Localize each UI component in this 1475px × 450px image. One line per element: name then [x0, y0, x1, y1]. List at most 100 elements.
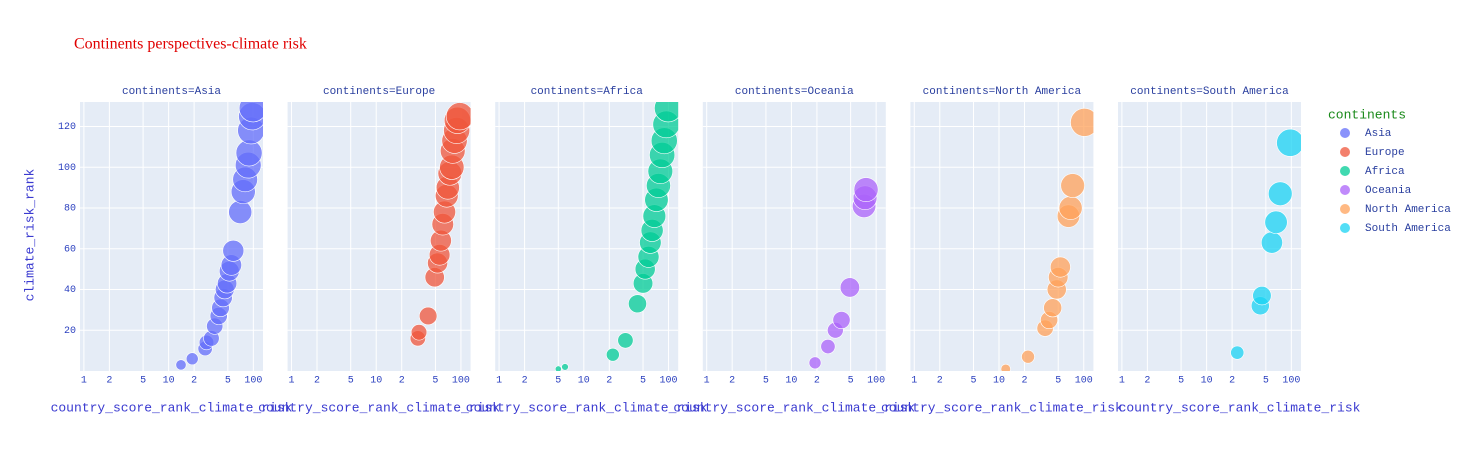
x-tick-label: 1: [288, 376, 294, 387]
bubble: [445, 102, 471, 131]
x-tick-label: 5: [970, 376, 976, 387]
x-axis-title: country_score_rank_climate_risk: [881, 400, 1123, 415]
bubble: [1043, 298, 1063, 318]
bubble: [606, 347, 620, 362]
x-tick-label: 2: [814, 376, 820, 387]
bubble: [1264, 210, 1288, 234]
legend-label: Oceania: [1365, 185, 1412, 197]
x-tick-label: 10: [993, 376, 1005, 387]
x-tick-label: 5: [140, 376, 146, 387]
x-tick-label: 5: [555, 376, 561, 387]
x-axis-title: country_score_rank_climate_risk: [1119, 400, 1361, 415]
plot-area: [80, 102, 263, 371]
bubble: [1276, 128, 1301, 157]
bubble: [1058, 196, 1083, 220]
y-tick-label: 100: [58, 163, 76, 174]
bubble: [175, 359, 187, 371]
x-tick-label: 2: [399, 376, 405, 387]
x-tick-label: 10: [1201, 376, 1213, 387]
facet-title: continents=North America: [923, 86, 1082, 98]
bubble: [228, 200, 253, 224]
x-tick-label: 2: [1022, 376, 1028, 387]
x-tick-label: 100: [867, 376, 885, 387]
bubble: [222, 239, 245, 262]
bubble: [1070, 108, 1094, 137]
x-tick-label: 2: [1229, 376, 1235, 387]
x-tick-label: 10: [370, 376, 382, 387]
x-tick-label: 100: [1282, 376, 1300, 387]
bubble: [820, 339, 836, 355]
plot-area: [910, 102, 1094, 371]
bubble: [1260, 231, 1283, 254]
bubble: [418, 306, 438, 326]
legend-label: Africa: [1365, 166, 1405, 178]
y-tick-label: 80: [64, 204, 76, 215]
x-tick-label: 1: [911, 376, 917, 387]
facet-title: continents=Asia: [122, 86, 221, 98]
x-tick-label: 10: [785, 376, 797, 387]
legend-label: North America: [1365, 204, 1451, 216]
bubble: [839, 277, 860, 298]
x-tick-label: 10: [163, 376, 175, 387]
x-tick-label: 100: [660, 376, 678, 387]
x-tick-label: 2: [191, 376, 197, 387]
x-axis-title: country_score_rank_climate_risk: [51, 400, 293, 415]
x-tick-label: 2: [314, 376, 320, 387]
legend-marker: [1340, 128, 1350, 138]
x-tick-label: 5: [432, 376, 438, 387]
bubble: [1021, 349, 1035, 364]
x-tick-label: 1: [704, 376, 710, 387]
bubble: [238, 102, 263, 123]
bubble: [1230, 345, 1245, 360]
facet-title: continents=Europe: [323, 86, 435, 98]
facet-title: continents=Africa: [531, 86, 644, 98]
x-tick-label: 1: [496, 376, 502, 387]
legend-marker: [1340, 185, 1350, 195]
x-tick-label: 2: [729, 376, 735, 387]
chart-title: Continents perspectives-climate risk: [74, 36, 307, 53]
x-tick-label: 1: [1119, 376, 1125, 387]
x-tick-label: 2: [522, 376, 528, 387]
facet-title: continents=Oceania: [735, 86, 854, 98]
x-tick-label: 5: [848, 376, 854, 387]
x-tick-label: 5: [225, 376, 231, 387]
legend-label: Europe: [1365, 147, 1405, 159]
y-tick-label: 120: [58, 122, 76, 133]
x-axis-title: country_score_rank_climate_risk: [673, 400, 915, 415]
bubble: [654, 102, 679, 123]
x-tick-label: 2: [1144, 376, 1150, 387]
legend-label: South America: [1365, 223, 1451, 235]
x-tick-label: 5: [1178, 376, 1184, 387]
bubble: [1252, 285, 1272, 306]
legend-label: Asia: [1365, 128, 1392, 140]
bubble: [410, 324, 428, 341]
y-tick-label: 60: [64, 244, 76, 255]
bubble: [1000, 363, 1011, 371]
x-tick-label: 100: [1075, 376, 1093, 387]
x-tick-label: 2: [937, 376, 943, 387]
x-axis-title: country_score_rank_climate_risk: [258, 400, 500, 415]
x-tick-label: 5: [763, 376, 769, 387]
y-tick-label: 40: [64, 285, 76, 296]
x-tick-label: 100: [244, 376, 262, 387]
bubble: [628, 294, 647, 314]
bubble: [853, 177, 879, 203]
bubble: [554, 365, 562, 371]
x-tick-label: 5: [640, 376, 646, 387]
bubble: [808, 356, 822, 370]
bubble: [1268, 181, 1293, 206]
x-tick-label: 5: [1263, 376, 1269, 387]
facet-title: continents=South America: [1130, 86, 1289, 98]
x-tick-label: 2: [106, 376, 112, 387]
bubble: [617, 332, 634, 349]
x-tick-label: 10: [578, 376, 590, 387]
legend-marker: [1340, 204, 1350, 214]
x-tick-label: 5: [348, 376, 354, 387]
x-axis-title: country_score_rank_climate_risk: [466, 400, 708, 415]
bubble: [561, 363, 569, 371]
x-tick-label: 2: [606, 376, 612, 387]
bubble: [832, 311, 851, 330]
y-tick-label: 20: [64, 326, 76, 337]
x-tick-label: 100: [452, 376, 470, 387]
